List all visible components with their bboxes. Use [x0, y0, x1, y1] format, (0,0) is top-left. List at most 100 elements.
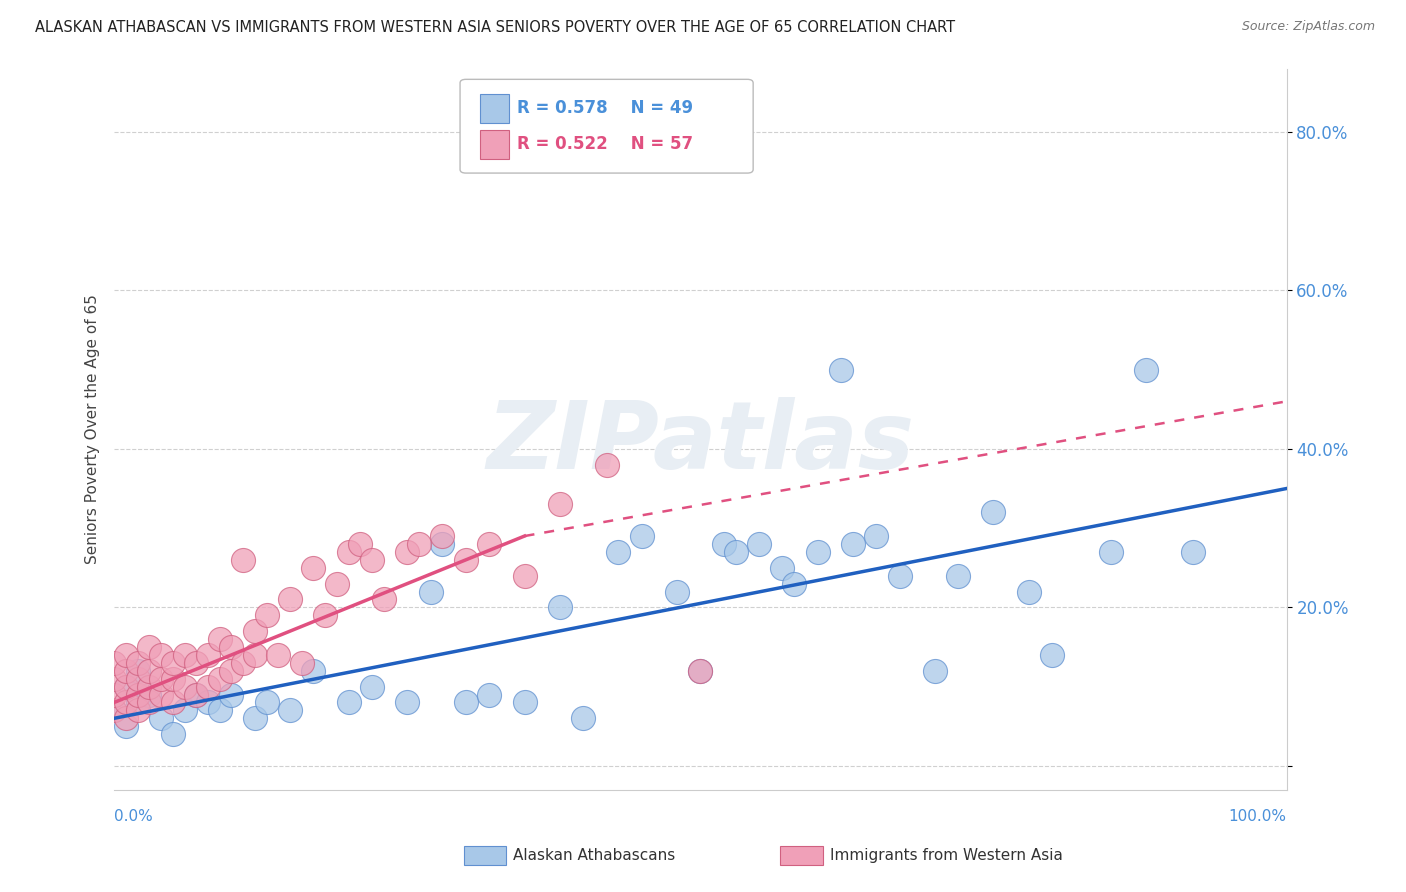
Point	[221, 664, 243, 678]
Point	[115, 711, 138, 725]
Point	[127, 656, 149, 670]
Point	[150, 672, 173, 686]
Point	[115, 695, 138, 709]
Point	[513, 695, 536, 709]
Point	[1181, 545, 1204, 559]
Point	[807, 545, 830, 559]
Point	[173, 703, 195, 717]
Point	[221, 640, 243, 654]
FancyBboxPatch shape	[460, 79, 754, 173]
Point	[302, 664, 325, 678]
Point	[103, 688, 125, 702]
Point	[232, 553, 254, 567]
Point	[256, 608, 278, 623]
Point	[162, 727, 184, 741]
Point	[513, 568, 536, 582]
Point	[630, 529, 652, 543]
Point	[243, 624, 266, 639]
Text: 0.0%: 0.0%	[114, 809, 153, 824]
Point	[197, 648, 219, 662]
Point	[548, 497, 571, 511]
Point	[772, 560, 794, 574]
Point	[127, 672, 149, 686]
Point	[432, 537, 454, 551]
Point	[396, 545, 419, 559]
Point	[197, 680, 219, 694]
Point	[103, 703, 125, 717]
Point	[689, 664, 711, 678]
Text: 100.0%: 100.0%	[1229, 809, 1286, 824]
Point	[208, 672, 231, 686]
Point	[291, 656, 314, 670]
Point	[150, 648, 173, 662]
Point	[138, 664, 160, 678]
Point	[278, 592, 301, 607]
Point	[103, 672, 125, 686]
Point	[1018, 584, 1040, 599]
Point	[138, 680, 160, 694]
Text: Immigrants from Western Asia: Immigrants from Western Asia	[830, 848, 1063, 863]
Point	[665, 584, 688, 599]
Point	[454, 695, 477, 709]
Text: ALASKAN ATHABASCAN VS IMMIGRANTS FROM WESTERN ASIA SENIORS POVERTY OVER THE AGE : ALASKAN ATHABASCAN VS IMMIGRANTS FROM WE…	[35, 20, 955, 35]
Point	[1040, 648, 1063, 662]
Point	[607, 545, 630, 559]
Point	[713, 537, 735, 551]
Point	[314, 608, 336, 623]
Point	[783, 576, 806, 591]
Point	[150, 688, 173, 702]
Point	[138, 640, 160, 654]
Point	[478, 688, 501, 702]
Point	[278, 703, 301, 717]
Point	[115, 719, 138, 733]
Point	[162, 695, 184, 709]
Point	[150, 711, 173, 725]
Point	[478, 537, 501, 551]
Text: Source: ZipAtlas.com: Source: ZipAtlas.com	[1241, 20, 1375, 33]
Point	[138, 688, 160, 702]
Point	[337, 545, 360, 559]
Point	[454, 553, 477, 567]
Point	[186, 688, 208, 702]
Point	[373, 592, 395, 607]
Text: R = 0.578    N = 49: R = 0.578 N = 49	[517, 99, 693, 117]
Point	[432, 529, 454, 543]
Point	[208, 632, 231, 646]
Point	[337, 695, 360, 709]
Point	[842, 537, 865, 551]
Point	[186, 656, 208, 670]
Point	[349, 537, 371, 551]
Point	[208, 703, 231, 717]
Point	[748, 537, 770, 551]
Point	[243, 711, 266, 725]
Point	[419, 584, 441, 599]
Point	[948, 568, 970, 582]
Point	[689, 664, 711, 678]
Point	[983, 505, 1005, 519]
Point	[197, 695, 219, 709]
Point	[302, 560, 325, 574]
Point	[572, 711, 595, 725]
Y-axis label: Seniors Poverty Over the Age of 65: Seniors Poverty Over the Age of 65	[86, 294, 100, 564]
Point	[924, 664, 946, 678]
Point	[830, 362, 852, 376]
Point	[103, 656, 125, 670]
Point	[1099, 545, 1122, 559]
Point	[173, 648, 195, 662]
Point	[267, 648, 290, 662]
Text: R = 0.522    N = 57: R = 0.522 N = 57	[517, 136, 693, 153]
Point	[361, 553, 384, 567]
Point	[361, 680, 384, 694]
Bar	[479, 94, 509, 122]
Point	[221, 688, 243, 702]
Point	[724, 545, 747, 559]
Point	[256, 695, 278, 709]
Point	[127, 703, 149, 717]
Point	[138, 695, 160, 709]
Point	[232, 656, 254, 670]
Point	[127, 664, 149, 678]
Point	[889, 568, 911, 582]
Point	[396, 695, 419, 709]
Point	[326, 576, 349, 591]
Point	[162, 656, 184, 670]
